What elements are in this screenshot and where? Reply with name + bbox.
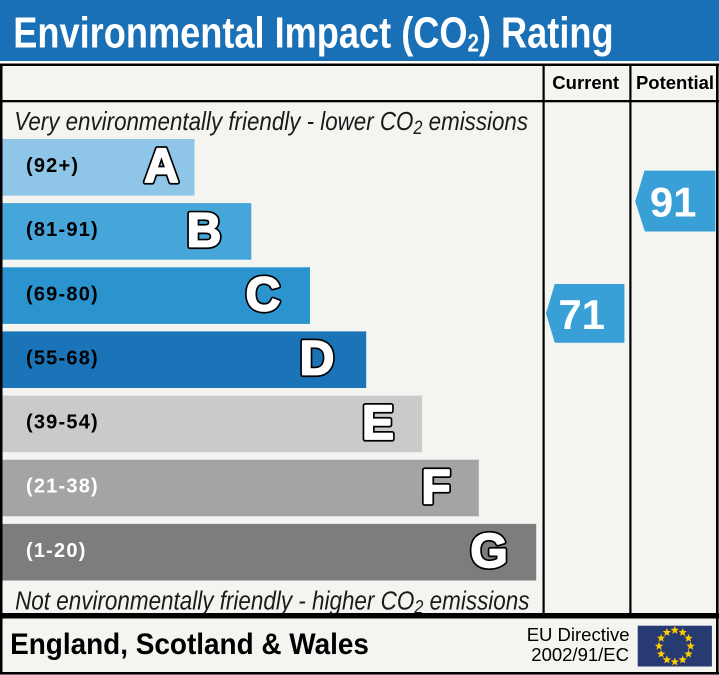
svg-text:(55-68): (55-68) bbox=[26, 347, 99, 369]
svg-text:England, Scotland & Wales: England, Scotland & Wales bbox=[10, 628, 369, 661]
svg-text:(1-20): (1-20) bbox=[26, 540, 87, 562]
svg-text:E: E bbox=[362, 397, 394, 450]
svg-text:C: C bbox=[246, 269, 281, 322]
svg-text:Very environmentally friendly: Very environmentally friendly - lower CO… bbox=[14, 107, 528, 138]
svg-text:E: E bbox=[362, 397, 394, 450]
svg-text:B: B bbox=[187, 204, 222, 257]
svg-text:(39-54): (39-54) bbox=[26, 412, 99, 434]
svg-text:EU Directive: EU Directive bbox=[527, 624, 630, 645]
svg-text:C: C bbox=[246, 269, 281, 322]
svg-text:Not environmentally friendly -: Not environmentally friendly - higher CO… bbox=[15, 587, 529, 618]
svg-text:Potential: Potential bbox=[636, 72, 714, 93]
svg-text:(92+): (92+) bbox=[26, 155, 79, 177]
svg-text:2002/91/EC: 2002/91/EC bbox=[531, 644, 629, 665]
svg-text:D: D bbox=[300, 333, 335, 386]
svg-text:A: A bbox=[144, 140, 179, 193]
svg-text:(21-38): (21-38) bbox=[26, 476, 99, 498]
svg-text:91: 91 bbox=[650, 179, 697, 226]
svg-text:Current: Current bbox=[552, 72, 619, 93]
svg-text:Environmental Impact (CO2) Rat: Environmental Impact (CO2) Rating bbox=[13, 8, 613, 57]
svg-text:A: A bbox=[144, 140, 179, 193]
svg-text:F: F bbox=[421, 461, 450, 514]
svg-text:(69-80): (69-80) bbox=[26, 283, 99, 305]
svg-text:B: B bbox=[187, 204, 222, 257]
svg-text:71: 71 bbox=[558, 291, 605, 338]
svg-text:G: G bbox=[470, 525, 507, 578]
svg-text:(81-91): (81-91) bbox=[26, 219, 99, 241]
svg-text:G: G bbox=[470, 525, 507, 578]
svg-text:D: D bbox=[300, 333, 335, 386]
svg-text:F: F bbox=[421, 461, 450, 514]
